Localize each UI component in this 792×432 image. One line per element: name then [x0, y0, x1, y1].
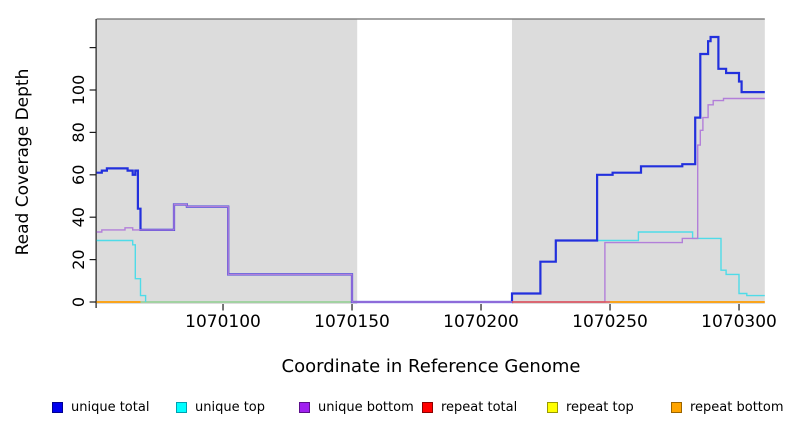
x-axis-title: Coordinate in Reference Genome	[281, 356, 581, 377]
x-tick-label: 1070300	[701, 312, 777, 332]
legend-item-repeat-top: repeat top	[547, 398, 634, 416]
y-tick-label: 100	[69, 75, 88, 106]
legend-item-unique-top: unique top	[176, 398, 265, 416]
x-tick-label: 1070100	[185, 312, 261, 332]
legend-label: unique total	[71, 399, 150, 415]
series-line-unique_total	[96, 35, 765, 304]
legend-swatch-repeat-top	[547, 401, 558, 413]
legend-swatch-repeat-total	[422, 401, 433, 413]
x-tick-label: 1070250	[572, 312, 648, 332]
legend-swatch-unique-top	[176, 401, 187, 413]
legend-swatch-unique-bottom	[299, 401, 310, 413]
legend-label: repeat top	[566, 399, 634, 415]
legend-swatch-unique-total	[52, 401, 63, 413]
y-tick-label: 80	[69, 122, 88, 142]
x-tick-label: 1070150	[314, 312, 390, 332]
legend: unique total unique top unique bottom repea…	[0, 398, 792, 420]
panel-mask-region-0	[96, 19, 358, 304]
y-tick-label: 60	[69, 165, 88, 185]
coverage-plot: 0 20 40 60 80 100 1070100 1070150 1070200 1070250…	[69, 18, 777, 332]
panel-mask-region-1	[511, 19, 765, 304]
legend-label: repeat bottom	[690, 399, 784, 415]
legend-item-repeat-bottom: repeat bottom	[671, 398, 784, 416]
y-axis-title: Read Coverage Depth	[13, 68, 33, 256]
legend-label: unique bottom	[318, 399, 414, 415]
legend-item-unique-bottom: unique bottom	[299, 398, 414, 416]
x-tick-label: 1070200	[443, 312, 519, 332]
legend-item-unique-total: unique total	[52, 398, 149, 416]
legend-item-repeat-total: repeat total	[422, 398, 517, 416]
legend-label: repeat total	[441, 399, 518, 415]
y-tick-label: 0	[69, 297, 88, 307]
series-line-unique_top	[96, 239, 147, 302]
y-tick-label: 40	[69, 207, 88, 227]
legend-label: unique top	[195, 399, 266, 415]
y-tick-label: 20	[69, 249, 88, 269]
legend-swatch-repeat-bottom	[671, 401, 682, 413]
